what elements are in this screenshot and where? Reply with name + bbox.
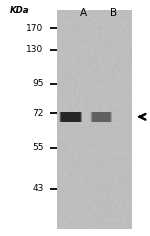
Text: 95: 95 bbox=[32, 79, 44, 88]
Text: KDa: KDa bbox=[10, 6, 29, 15]
Text: 72: 72 bbox=[32, 109, 44, 118]
Text: 170: 170 bbox=[26, 24, 44, 33]
Text: B: B bbox=[110, 8, 118, 18]
Text: 55: 55 bbox=[32, 143, 44, 152]
Text: A: A bbox=[80, 8, 87, 18]
Text: 43: 43 bbox=[32, 184, 44, 193]
Text: 130: 130 bbox=[26, 45, 44, 54]
